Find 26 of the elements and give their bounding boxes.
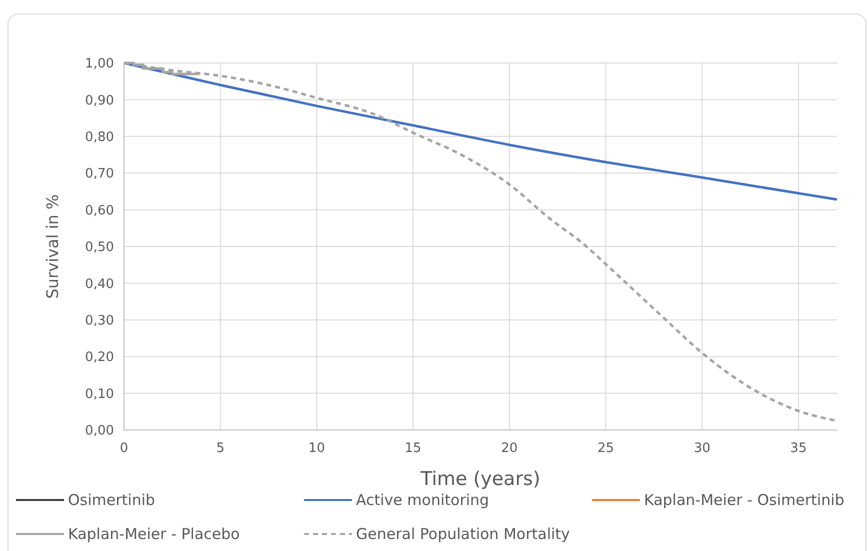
x-tick-label: 30	[694, 441, 710, 456]
y-tick-label: 0,00	[85, 424, 114, 439]
x-tick-label: 5	[216, 441, 224, 456]
legend-label: Active monitoring	[356, 491, 490, 509]
y-tick-label: 0,90	[85, 93, 114, 108]
y-tick-label: 0,30	[85, 313, 114, 328]
y-tick-label: 0,40	[85, 276, 114, 292]
y-tick-label: 1,00	[85, 56, 114, 72]
x-tick-label: 10	[308, 441, 325, 456]
x-tick-label: 20	[501, 441, 518, 456]
y-tick-label: 0,10	[85, 386, 114, 402]
legend-label: General Population Mortality	[356, 525, 570, 543]
y-tick-label: 0,70	[85, 166, 114, 182]
x-tick-label: 15	[404, 441, 422, 456]
x-tick-label: 25	[597, 441, 614, 456]
x-tick-label: 0	[120, 441, 128, 456]
x-tick-label: 35	[790, 441, 807, 456]
y-tick-label: 0,60	[85, 203, 114, 218]
y-axis-title: Survival in %	[43, 194, 62, 299]
legend-label: Kaplan-Meier - Placebo	[68, 525, 240, 543]
y-tick-label: 0,80	[85, 130, 114, 145]
y-tick-label: 0,20	[85, 350, 114, 366]
x-axis-title: Time (years)	[420, 468, 540, 490]
legend-label: Kaplan-Meier - Osimertinib	[644, 491, 844, 509]
y-tick-label: 0,50	[85, 240, 114, 256]
legend-label: Osimertinib	[68, 491, 156, 509]
